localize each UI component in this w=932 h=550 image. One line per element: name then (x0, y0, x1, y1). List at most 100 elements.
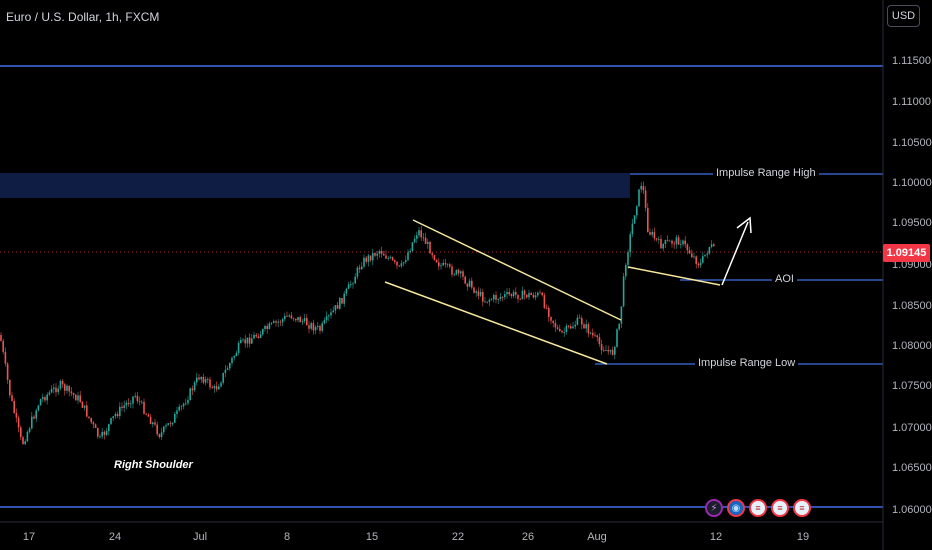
candle-body (105, 430, 108, 435)
candle-body (270, 322, 273, 324)
currency-button[interactable]: USD (887, 5, 920, 27)
candle-body (576, 317, 579, 325)
candle-body (31, 416, 33, 429)
candle-body (519, 298, 521, 300)
candle-body (26, 431, 29, 442)
candle-body (389, 257, 392, 259)
candle-body (264, 326, 266, 330)
candle-body (53, 387, 55, 389)
candle-body (68, 385, 70, 392)
candle-body (609, 349, 612, 352)
us-flag-icon[interactable]: ≡ (793, 499, 811, 517)
candle-body (279, 321, 282, 323)
candle-body (138, 401, 141, 402)
candle-body (288, 315, 290, 317)
us-flag-icon[interactable]: ≡ (749, 499, 767, 517)
candle-body (185, 403, 187, 405)
candle-body (235, 352, 238, 357)
candle-body (237, 343, 240, 353)
candle-body (339, 297, 341, 309)
candle-body (554, 322, 557, 328)
candle-body (510, 294, 513, 297)
candle-body (702, 256, 704, 263)
candle-body (418, 230, 420, 236)
candle-body (598, 337, 601, 345)
candle-body (72, 393, 75, 395)
channel-upper-line[interactable] (412, 219, 622, 321)
symbol-title[interactable]: Euro / U.S. Dollar, 1h, FXCM (6, 10, 160, 24)
candle-body (671, 240, 673, 244)
candle-body (277, 321, 279, 323)
candle-body (405, 260, 407, 263)
candle-body (352, 283, 354, 285)
candle-body (361, 266, 363, 269)
channel-lower-line[interactable] (384, 281, 608, 365)
candle-body (394, 260, 396, 262)
candle-body (189, 388, 191, 401)
candle-body (213, 386, 216, 389)
right-shoulder-label[interactable]: Right Shoulder (114, 459, 193, 471)
candle-body (200, 376, 202, 380)
projection-arrow[interactable] (721, 221, 749, 286)
candle-body (268, 323, 271, 329)
lightning-icon[interactable]: ⚡ (705, 499, 723, 517)
candle-body (684, 240, 686, 245)
candle-body (303, 317, 306, 322)
candle-body (585, 324, 587, 329)
time-axis[interactable]: 17 24 Jul 8 15 22 26 Aug 12 19 (23, 531, 809, 543)
candle-body (99, 436, 101, 438)
candle-body (644, 190, 647, 208)
candle-body (565, 325, 568, 332)
candle-body (486, 301, 488, 303)
candle-body (112, 416, 114, 418)
candle-body (88, 416, 90, 418)
candle-body (330, 312, 332, 316)
candle-body (83, 405, 86, 408)
candle-body (385, 255, 387, 259)
candle-body (50, 388, 53, 393)
candle-body (457, 269, 460, 274)
time-tick-label: 26 (522, 531, 534, 543)
candle-body (488, 299, 491, 302)
aoi-label[interactable]: AOI (772, 273, 797, 285)
time-tick-label: Aug (587, 531, 607, 543)
candle-body (622, 276, 625, 307)
candle-body (559, 328, 561, 332)
candle-body (664, 240, 667, 244)
time-tick-label: 12 (710, 531, 722, 543)
candle-body (108, 424, 110, 431)
price-axis[interactable]: 1.11500 1.11000 1.10500 1.10000 1.09500 1.090… (892, 55, 932, 516)
us-flag-icon[interactable]: ≡ (771, 499, 789, 517)
candle-body (44, 397, 46, 401)
candle-body (455, 269, 458, 275)
candle-body (130, 403, 132, 405)
candle-body (495, 295, 497, 300)
candle-body (145, 413, 147, 415)
time-tick-label: 24 (109, 531, 121, 543)
candle-body (77, 395, 79, 401)
candle-body (0, 335, 2, 341)
candle-body (86, 405, 88, 417)
price-tick-label: 1.11500 (892, 55, 931, 67)
candle-body (528, 293, 530, 298)
flag-lower-line[interactable] (627, 266, 721, 286)
candle-body (583, 324, 585, 329)
candle-body (336, 305, 339, 309)
candle-body (6, 363, 9, 380)
impulse-range-low-label[interactable]: Impulse Range Low (695, 357, 799, 369)
candle-body (222, 372, 224, 383)
candle-body (48, 392, 51, 395)
globe-icon[interactable]: ◉ (727, 499, 745, 517)
candle-body (350, 284, 352, 286)
candle-body (110, 417, 112, 425)
candle-body (308, 325, 310, 329)
candle-body (680, 244, 682, 245)
candle-body (103, 431, 106, 435)
supply-zone (0, 173, 630, 198)
candle-body (611, 349, 614, 355)
candle-body (596, 335, 598, 338)
impulse-range-high-label[interactable]: Impulse Range High (713, 167, 819, 179)
candle-body (655, 238, 658, 240)
candle-body (281, 319, 284, 323)
candle-body (413, 238, 416, 243)
